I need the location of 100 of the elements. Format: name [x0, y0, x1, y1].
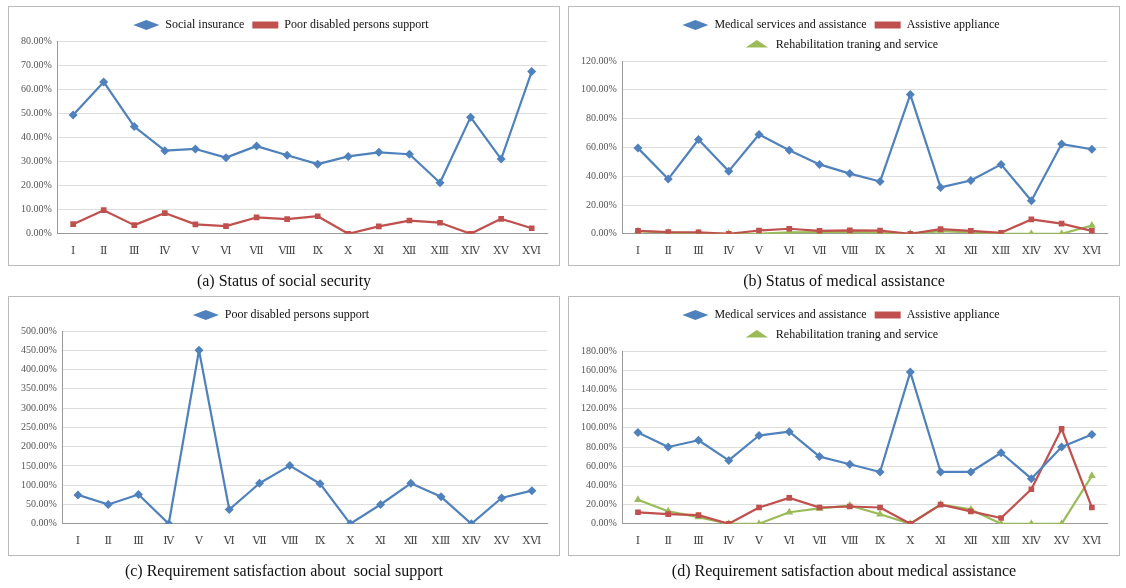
x-tick-label: ⅩⅥ [1082, 244, 1102, 258]
legend-label: Poor disabled persons support [224, 307, 370, 322]
y-tick-label: 160.00% [580, 363, 617, 375]
x-tick-label: Ⅶ [811, 534, 827, 548]
x-tick-label: ⅩⅣ [461, 244, 481, 258]
y-tick-label: 40.00% [585, 169, 617, 181]
x-tick-label: Ⅷ [840, 534, 859, 548]
y-tick-label: 70.00% [20, 58, 52, 70]
x-tick-label: Ⅱ [99, 244, 108, 258]
y-tick-label: 0.00% [30, 517, 57, 529]
x-tick-label: Ⅵ [782, 534, 795, 548]
y-tick-label: 40.00% [585, 479, 617, 491]
x-tick-label: Ⅹ [906, 534, 915, 548]
x-tick-label: ⅩⅤ [493, 244, 511, 258]
x-tick-label: ⅩⅢ [430, 244, 450, 258]
x-tick-label: Ⅰ [635, 534, 641, 548]
x-tick-label: ⅩⅢ [431, 534, 451, 548]
x-tick-label: Ⅵ [219, 244, 232, 258]
x-tick-label: Ⅹ [344, 244, 353, 258]
y-tick-label: 50.00% [25, 498, 57, 510]
y-tick-label: 350.00% [20, 382, 57, 394]
y-tick-label: 450.00% [20, 343, 57, 355]
x-tick-label: ⅩⅣ [1021, 244, 1042, 258]
y-tick-label: 60.00% [20, 82, 52, 94]
legend-label: Poor disabled persons support [284, 17, 430, 32]
x-tick-label: ⅩⅣ [461, 534, 482, 548]
x-tick-label: Ⅵ [782, 244, 795, 258]
y-tick-label: 80.00% [585, 112, 617, 124]
x-tick-label: Ⅴ [194, 534, 205, 548]
x-tick-label: Ⅷ [280, 534, 299, 548]
x-tick-label: ⅩⅤ [1053, 534, 1071, 548]
x-tick-label: Ⅰ [70, 244, 76, 258]
y-tick-label: 30.00% [20, 155, 52, 167]
y-tick-label: 0.00% [590, 517, 617, 529]
x-tick-label: Ⅳ [723, 534, 736, 548]
x-tick-label: Ⅱ [664, 244, 672, 258]
x-tick-label: Ⅻ [402, 244, 417, 258]
x-tick-label: ⅩⅢ [991, 534, 1011, 548]
x-tick-label: Ⅻ [963, 244, 978, 258]
x-tick-label: ⅩⅢ [991, 244, 1011, 258]
x-tick-label: ⅩⅥ [522, 534, 542, 548]
y-tick-label: 140.00% [580, 383, 617, 395]
y-tick-label: 40.00% [20, 131, 52, 143]
y-tick-label: 20.00% [20, 179, 52, 191]
x-tick-label: Ⅹ [906, 244, 915, 258]
x-tick-label: Ⅲ [128, 244, 140, 258]
x-tick-label: Ⅳ [159, 244, 172, 258]
legend-label: Medical services and assistance [714, 17, 867, 32]
x-tick-label: Ⅳ [163, 534, 176, 548]
legend-label: Assistive appliance [906, 17, 1000, 32]
legend-label: Social insurance [165, 17, 245, 32]
x-tick-label: Ⅺ [373, 244, 385, 258]
legend-label: Rehabilitation traning and service [775, 37, 939, 52]
x-tick-label: ⅩⅥ [522, 244, 542, 258]
y-tick-label: 300.00% [20, 401, 57, 413]
y-tick-label: 80.00% [20, 34, 52, 46]
x-tick-label: Ⅲ [693, 244, 704, 258]
x-tick-label: ⅩⅤ [493, 534, 511, 548]
y-tick-label: 100.00% [580, 421, 617, 433]
y-tick-label: 200.00% [20, 440, 57, 452]
x-tick-label: ⅩⅤ [1053, 244, 1071, 258]
text: (b) Status of medical assistance [742, 272, 946, 290]
y-tick-label: 50.00% [20, 106, 52, 118]
x-tick-label: Ⅴ [190, 244, 201, 258]
x-tick-label: ⅩⅥ [1082, 534, 1102, 548]
x-tick-label: Ⅶ [248, 244, 264, 258]
x-tick-label: Ⅰ [635, 244, 641, 258]
x-tick-label: ⅩⅣ [1021, 534, 1042, 548]
x-tick-label: Ⅸ [874, 534, 886, 548]
y-tick-label: 500.00% [20, 324, 57, 336]
x-tick-label: Ⅲ [693, 534, 704, 548]
text: (c) Requirement satisfaction about social support [123, 562, 445, 580]
x-tick-label: Ⅷ [840, 244, 859, 258]
legend-label: Rehabilitation traning and service [775, 327, 939, 342]
x-tick-label: Ⅴ [754, 244, 765, 258]
x-tick-label: Ⅺ [935, 244, 947, 258]
x-tick-label: Ⅳ [723, 244, 736, 258]
y-tick-label: 250.00% [20, 421, 57, 433]
y-tick-label: 100.00% [20, 478, 57, 490]
y-tick-label: 180.00% [580, 344, 617, 356]
y-tick-label: 0.00% [25, 227, 52, 239]
x-tick-label: Ⅺ [935, 534, 947, 548]
y-tick-label: 120.00% [580, 402, 617, 414]
y-tick-label: 150.00% [20, 459, 57, 471]
x-tick-label: Ⅷ [277, 244, 296, 258]
y-tick-label: 60.00% [585, 459, 617, 471]
x-tick-label: Ⅰ [75, 534, 81, 548]
x-tick-label: Ⅶ [811, 244, 827, 258]
x-tick-label: Ⅹ [346, 534, 355, 548]
x-tick-label: Ⅱ [664, 534, 672, 548]
y-tick-label: 80.00% [585, 440, 617, 452]
x-tick-label: Ⅴ [754, 534, 765, 548]
x-tick-label: Ⅸ [874, 244, 886, 258]
y-tick-label: 10.00% [20, 203, 52, 215]
legend-label: Medical services and assistance [714, 307, 867, 322]
y-tick-label: 100.00% [580, 83, 617, 95]
y-tick-label: 400.00% [20, 363, 57, 375]
y-tick-label: 120.00% [580, 54, 617, 66]
y-tick-label: 0.00% [590, 227, 617, 239]
x-tick-label: Ⅻ [403, 534, 418, 548]
